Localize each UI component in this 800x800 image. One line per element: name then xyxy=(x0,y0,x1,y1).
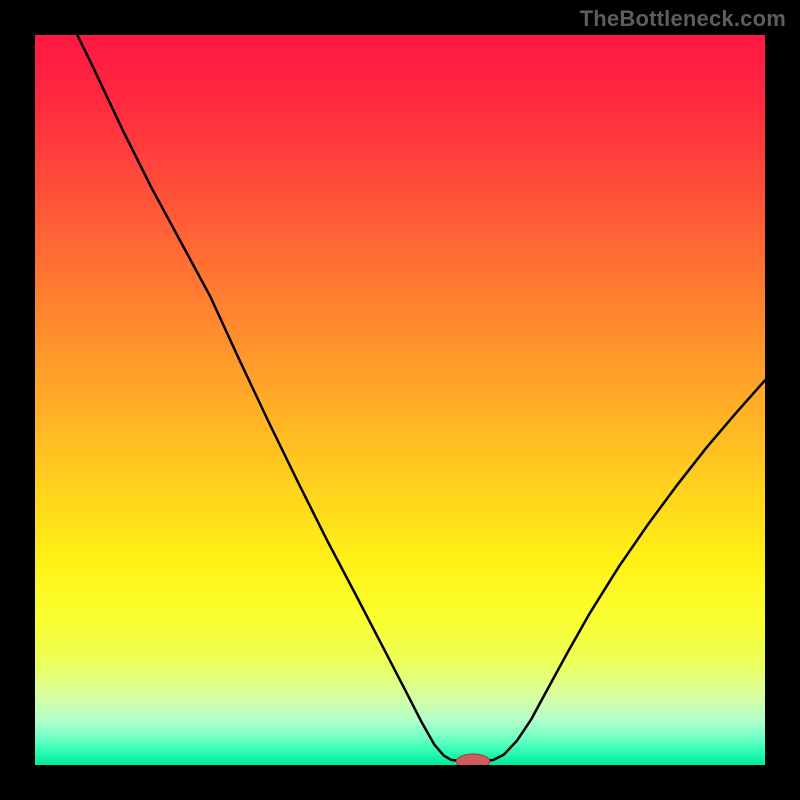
optimal-marker xyxy=(456,754,490,765)
bottleneck-chart xyxy=(35,35,765,765)
gradient-background xyxy=(35,35,765,765)
plot-area xyxy=(35,35,765,765)
watermark-label: TheBottleneck.com xyxy=(580,6,786,32)
chart-frame: TheBottleneck.com xyxy=(0,0,800,800)
